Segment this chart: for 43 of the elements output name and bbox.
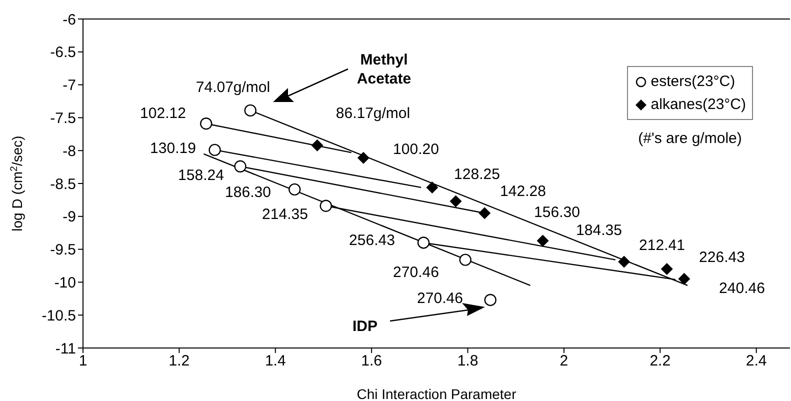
annotation: 74.07g/mol xyxy=(196,79,270,96)
y-tick-label: -11 xyxy=(55,340,76,358)
x-tick-label: 1 xyxy=(78,352,88,370)
annotation: Methyl Acetate xyxy=(356,52,412,88)
annotation: 102.12 xyxy=(140,105,186,122)
x-tick-label: 2 xyxy=(560,352,568,370)
annotation: 240.46 xyxy=(719,280,765,297)
legend-label: alkanes(23°C) xyxy=(650,95,746,115)
annotation: 186.30 xyxy=(225,184,271,201)
x-tick-label: 1.8 xyxy=(457,352,478,370)
annotation: 100.20 xyxy=(393,141,439,158)
y-tick-label: -8.5 xyxy=(50,176,76,193)
y-tick-label: -9 xyxy=(62,208,76,226)
y-tick-label: -8 xyxy=(62,142,76,160)
x-tick-label: 1.6 xyxy=(361,352,382,370)
annotation: 270.46 xyxy=(393,264,439,281)
annotation: 156.30 xyxy=(534,204,580,221)
x-axis-title: Chi Interaction Parameter xyxy=(356,386,517,401)
y-tick-label: -10 xyxy=(54,274,76,292)
y-tick-label: -9.5 xyxy=(50,242,76,259)
x-tick-label: 1.4 xyxy=(264,352,286,370)
annotation: 226.43 xyxy=(699,249,745,266)
annotation: 184.35 xyxy=(576,222,622,239)
annotation: (#'s are g/mole) xyxy=(638,130,742,147)
x-tick-label: 2.4 xyxy=(746,352,767,370)
annotation: 270.46 xyxy=(417,290,463,307)
annotation: 142.28 xyxy=(500,183,546,200)
y-tick-label: -6.5 xyxy=(50,44,76,62)
x-tick-label: 2.2 xyxy=(650,352,671,370)
y-tick-label: -10.5 xyxy=(42,307,76,324)
legend-label: esters(23°C) xyxy=(650,72,736,92)
annotation: 86.17g/mol xyxy=(336,105,410,122)
y-tick-label: -7.5 xyxy=(50,110,76,128)
annotation: 158.24 xyxy=(178,167,224,184)
annotation: 256.43 xyxy=(349,232,395,249)
y-tick-label: -7 xyxy=(62,77,76,94)
y-tick-label: -6 xyxy=(62,11,76,28)
annotation: 128.25 xyxy=(454,166,500,183)
annotation: 214.35 xyxy=(262,206,308,223)
annotation: 212.41 xyxy=(639,237,685,254)
annotation: 130.19 xyxy=(150,140,196,157)
x-tick-label: 1.2 xyxy=(168,352,190,370)
annotation: IDP xyxy=(352,318,378,335)
